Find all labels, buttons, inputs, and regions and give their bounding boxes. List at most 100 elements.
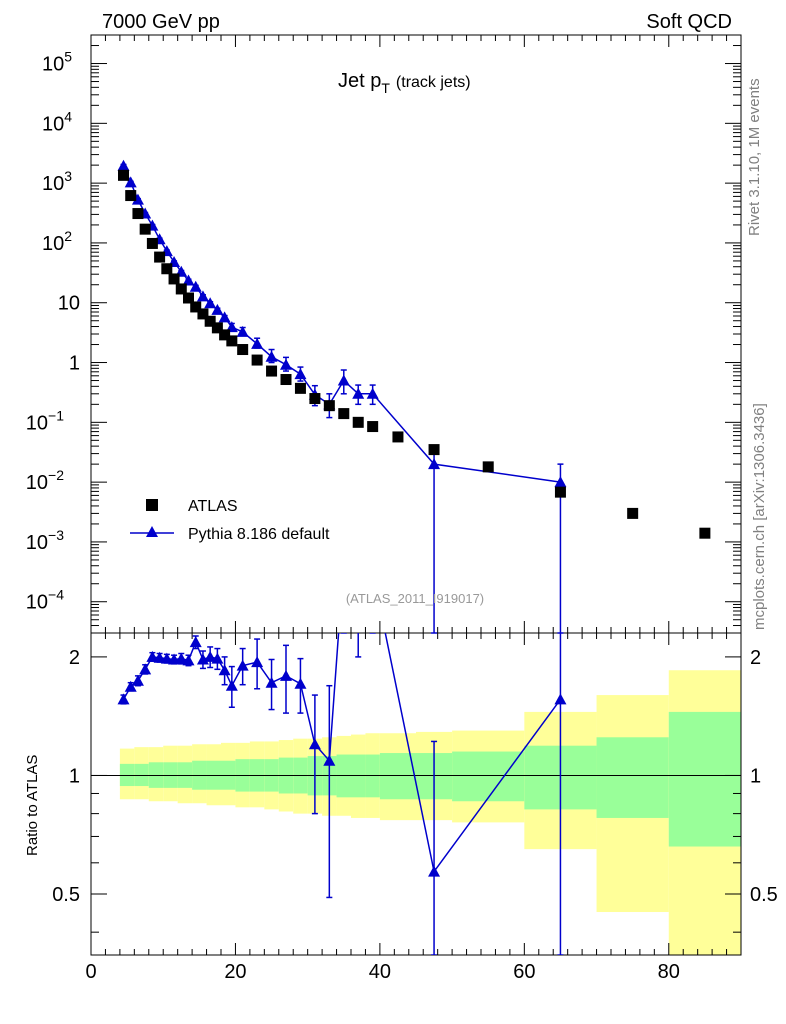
atlas-point <box>204 315 216 327</box>
ratio-y-tick-label: 2 <box>69 647 80 669</box>
atlas-point <box>699 527 711 539</box>
plot-title: Jet pT (track jets) <box>338 70 471 96</box>
main-panel-frame <box>90 34 742 634</box>
legend-atlas-marker <box>146 499 158 511</box>
pythia-point <box>265 350 278 362</box>
side-rivet-label: Rivet 3.1.10, 1M events <box>746 78 763 236</box>
header-category-label: Soft QCD <box>646 11 732 33</box>
atlas-point <box>323 400 335 412</box>
ratio-point <box>265 676 278 688</box>
pythia-point <box>131 193 144 205</box>
y-tick-label: 10−4 <box>26 587 64 614</box>
ratio-point <box>131 674 144 686</box>
pythia-point <box>251 337 264 349</box>
ratio-point <box>175 652 188 664</box>
atlas-point <box>168 273 180 285</box>
atlas-point <box>219 329 231 341</box>
ratio-point <box>182 654 195 666</box>
ratio-point <box>218 664 231 676</box>
atlas-point <box>352 416 364 428</box>
ratio-point <box>323 754 336 766</box>
atlas-point <box>161 263 173 275</box>
atlas-point <box>309 393 321 405</box>
green-band-bin <box>379 753 416 800</box>
atlas-point <box>251 354 263 366</box>
pythia-line <box>122 165 561 483</box>
y-tick-label: 105 <box>42 49 72 76</box>
x-tick-label: 60 <box>513 961 535 983</box>
green-band-bin <box>668 711 741 847</box>
pythia-point <box>428 458 441 470</box>
ratio-point <box>189 636 202 648</box>
ratio-point <box>428 865 441 877</box>
ratio-point <box>139 663 152 675</box>
pythia-point <box>211 303 224 315</box>
y-tick-label: 10−3 <box>26 527 64 554</box>
pythia-point <box>218 311 231 323</box>
atlas-point <box>139 223 151 235</box>
side-mcplots-label: mcplots.cern.ch [arXiv:1306.3436] <box>751 403 768 630</box>
ratio-axis-ticks: 0 20 40 60 80 2 2 1 1 0.5 0.5 <box>52 633 778 983</box>
legend-pythia-label: Pythia 8.186 default <box>188 526 330 543</box>
ratio-point <box>204 650 217 662</box>
legend: ATLAS Pythia 8.186 default <box>130 498 330 543</box>
atlas-point <box>125 190 137 202</box>
ratio-point <box>554 693 567 705</box>
atlas-point <box>627 507 639 519</box>
legend-atlas-label: ATLAS <box>188 498 238 515</box>
atlas-point <box>132 208 144 220</box>
atlas-point <box>266 365 278 377</box>
ratio-point <box>146 650 159 662</box>
atlas-point <box>183 292 194 304</box>
x-tick-label: 80 <box>658 961 680 983</box>
ratio-y-axis-label: Ratio to ATLAS <box>24 755 41 856</box>
atlas-point <box>280 374 292 386</box>
atlas-point <box>146 237 158 249</box>
ratio-line <box>122 633 562 874</box>
atlas-point <box>367 421 379 433</box>
atlas-point <box>154 251 166 263</box>
ratio-point <box>236 659 249 671</box>
atlas-point <box>554 486 566 498</box>
atlas-point <box>482 461 494 473</box>
ratio-point <box>160 652 173 664</box>
pythia-point <box>124 176 137 188</box>
y-tick-label: 10−2 <box>26 467 64 494</box>
atlas-point <box>211 322 223 334</box>
x-tick-label: 20 <box>224 961 246 983</box>
legend-pythia-marker <box>146 526 158 537</box>
y-tick-label: 102 <box>42 228 72 255</box>
ratio-panel-frame <box>90 632 742 956</box>
atlas-point <box>118 169 129 181</box>
x-tick-label: 0 <box>85 961 96 983</box>
pythia-point <box>204 297 217 309</box>
pythia-point <box>196 290 209 302</box>
x-tick-label: 40 <box>369 961 391 983</box>
analysis-label: (ATLAS_2011_I919017) <box>346 591 484 606</box>
ratio-y-tick-label: 1 <box>69 765 80 787</box>
y-tick-label: 10−1 <box>26 407 64 434</box>
pythia-point <box>294 368 307 380</box>
pythia-point <box>182 274 195 286</box>
y-tick-label: 10 <box>58 293 80 315</box>
green-band-bin <box>596 737 669 818</box>
atlas-point <box>338 408 350 420</box>
ratio-y-tick-label-right: 1 <box>750 765 761 787</box>
green-band-bin <box>452 751 525 802</box>
ratio-point <box>153 651 166 663</box>
ratio-clipped-group <box>117 633 567 955</box>
ratio-y-tick-label-right: 0.5 <box>750 884 778 906</box>
ratio-point <box>294 677 307 689</box>
pythia-point <box>337 374 350 386</box>
pythia-point <box>352 387 365 399</box>
main-panel-series <box>117 159 711 634</box>
ratio-panel-series <box>117 633 567 955</box>
atlas-point <box>197 308 209 320</box>
atlas-point <box>190 301 202 313</box>
atlas-point <box>294 382 306 394</box>
ratio-y-tick-label-right: 2 <box>750 647 761 669</box>
ratio-point <box>211 652 224 664</box>
header-energy-label: 7000 GeV pp <box>102 11 220 33</box>
ratio-point <box>308 738 321 750</box>
